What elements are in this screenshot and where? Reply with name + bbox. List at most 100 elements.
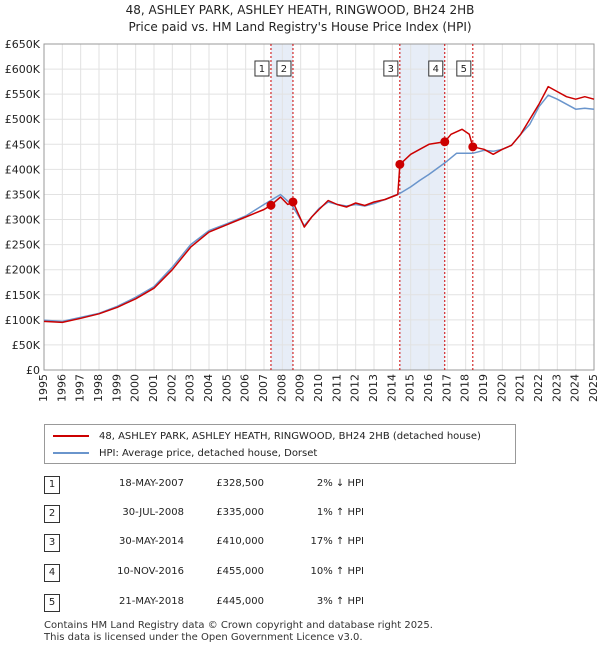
- x-tick-label: 2001: [147, 374, 160, 402]
- x-tick-label: 2018: [459, 374, 472, 402]
- x-tick-label: 2023: [550, 374, 563, 402]
- x-tick-label: 2009: [294, 374, 307, 402]
- legend-swatch-hpi: [53, 452, 89, 454]
- y-tick-label: £100K: [5, 314, 41, 327]
- x-tick-label: 2015: [404, 374, 417, 402]
- sale-date: 18-MAY-2007: [118, 478, 184, 489]
- y-tick-label: £650K: [5, 38, 41, 51]
- x-tick-label: 2008: [275, 374, 288, 402]
- x-tick-label: 2006: [239, 374, 252, 402]
- sale-price: £455,000: [216, 566, 264, 577]
- legend-label-property: 48, ASHLEY PARK, ASHLEY HEATH, RINGWOOD,…: [99, 430, 481, 442]
- sale-marker-box: [383, 60, 399, 77]
- y-tick-label: £0: [26, 364, 40, 377]
- sale-point: [468, 142, 478, 152]
- plot-frame: [43, 43, 595, 371]
- y-tick-label: £150K: [5, 289, 41, 302]
- legend-item-property: 48, ASHLEY PARK, ASHLEY HEATH, RINGWOOD,…: [53, 428, 481, 444]
- sale-price: £328,500: [216, 478, 264, 489]
- y-tick-label: £550K: [5, 88, 41, 101]
- legend-label-hpi: HPI: Average price, detached house, Dors…: [99, 447, 318, 459]
- sale-number-badge: 1: [44, 476, 60, 494]
- y-tick-label: £300K: [5, 214, 41, 227]
- x-tick-label: 2007: [257, 374, 270, 402]
- sale-hpi-diff: 17% ↑ HPI: [310, 536, 364, 547]
- x-tick-label: 1995: [37, 374, 50, 402]
- sale-marker-box: [254, 60, 270, 77]
- sale-marker-box: [428, 60, 444, 77]
- sale-point: [266, 200, 276, 210]
- sale-row: 4 10-NOV-2016 £455,000 10% ↑ HPI: [44, 564, 404, 584]
- sale-price: £445,000: [216, 596, 264, 607]
- price-chart: £0 £50K £100K £150K £200K £250K £300K £350K £400…: [5, 38, 600, 402]
- x-tick-label: 2003: [184, 374, 197, 402]
- x-tick-label: 2025: [587, 374, 600, 402]
- y-tick-label: £50K: [12, 339, 41, 352]
- y-tick-label: £200K: [5, 264, 41, 277]
- sale-marker-box: [276, 60, 292, 77]
- sale-hpi-diff: 1% ↑ HPI: [316, 507, 364, 518]
- sale-period-shade: [399, 44, 445, 370]
- legend: 48, ASHLEY PARK, ASHLEY HEATH, RINGWOOD,…: [44, 424, 516, 464]
- sale-marker-box: [456, 60, 472, 77]
- sale-point: [395, 159, 405, 169]
- x-tick-label: 2013: [367, 374, 380, 402]
- sale-price: £410,000: [216, 536, 264, 547]
- sale-hpi-diff: 2% ↓ HPI: [316, 478, 364, 489]
- sale-price: £335,000: [216, 507, 264, 518]
- x-tick-label: 2012: [349, 374, 362, 402]
- sale-hpi-diff: 10% ↑ HPI: [310, 566, 364, 577]
- chart-subtitle: Price paid vs. HM Land Registry's House …: [128, 20, 472, 34]
- x-tick-label: 2000: [129, 374, 142, 402]
- sale-date: 30-MAY-2014: [118, 536, 184, 547]
- footer-copyright: Contains HM Land Registry data © Crown c…: [44, 620, 433, 631]
- sale-marker-label: 2: [281, 64, 287, 75]
- x-tick-label: 2017: [440, 374, 453, 402]
- x-tick-label: 1997: [74, 374, 87, 402]
- sale-row: 5 21-MAY-2018 £445,000 3% ↑ HPI: [44, 594, 404, 614]
- x-tick-label: 2014: [385, 374, 398, 402]
- x-tick-label: 2020: [495, 374, 508, 402]
- sale-number-badge: 5: [44, 594, 60, 612]
- x-tick-label: 1998: [92, 374, 105, 402]
- legend-swatch-property: [53, 435, 89, 437]
- x-tick-label: 2004: [202, 374, 215, 402]
- x-tick-label: 2019: [477, 374, 490, 402]
- x-tick-label: 2010: [312, 374, 325, 402]
- sale-row: 1 18-MAY-2007 £328,500 2% ↓ HPI: [44, 476, 404, 496]
- y-tick-label: £600K: [5, 63, 41, 76]
- legend-item-hpi: HPI: Average price, detached house, Dors…: [53, 445, 317, 461]
- sale-point: [440, 137, 450, 147]
- x-tick-label: 2011: [330, 374, 343, 402]
- y-tick-label: £400K: [5, 163, 41, 176]
- chart-title: 48, ASHLEY PARK, ASHLEY HEATH, RINGWOOD,…: [125, 3, 475, 17]
- sale-hpi-diff: 3% ↑ HPI: [316, 596, 364, 607]
- y-tick-label: £350K: [5, 188, 41, 201]
- y-tick-label: £450K: [5, 138, 41, 151]
- x-tick-label: 2016: [422, 374, 435, 402]
- sale-row: 2 30-JUL-2008 £335,000 1% ↑ HPI: [44, 505, 404, 525]
- sale-marker-label: 5: [461, 64, 467, 75]
- x-tick-label: 2022: [532, 374, 545, 402]
- sale-marker-label: 3: [388, 64, 394, 75]
- sale-date: 10-NOV-2016: [117, 566, 184, 577]
- property-price-line: [43, 85, 595, 324]
- sale-number-badge: 2: [44, 505, 60, 523]
- sale-marker-label: 1: [259, 64, 265, 75]
- sale-row: 3 30-MAY-2014 £410,000 17% ↑ HPI: [44, 534, 404, 554]
- x-tick-label: 2002: [165, 374, 178, 402]
- footer-licence: This data is licensed under the Open Gov…: [44, 632, 363, 643]
- sale-point: [288, 197, 298, 207]
- x-tick-label: 1999: [110, 374, 123, 402]
- sale-number-badge: 4: [44, 564, 60, 582]
- x-tick-label: 1996: [55, 374, 68, 402]
- sale-marker-label: 4: [433, 64, 439, 75]
- y-tick-label: £500K: [5, 113, 41, 126]
- x-tick-label: 2021: [514, 374, 527, 402]
- x-tick-label: 2005: [220, 374, 233, 402]
- sale-number-badge: 3: [44, 534, 60, 552]
- sale-date: 30-JUL-2008: [122, 507, 184, 518]
- y-tick-label: £250K: [5, 239, 41, 252]
- sale-date: 21-MAY-2018: [118, 596, 184, 607]
- x-tick-label: 2024: [569, 374, 582, 402]
